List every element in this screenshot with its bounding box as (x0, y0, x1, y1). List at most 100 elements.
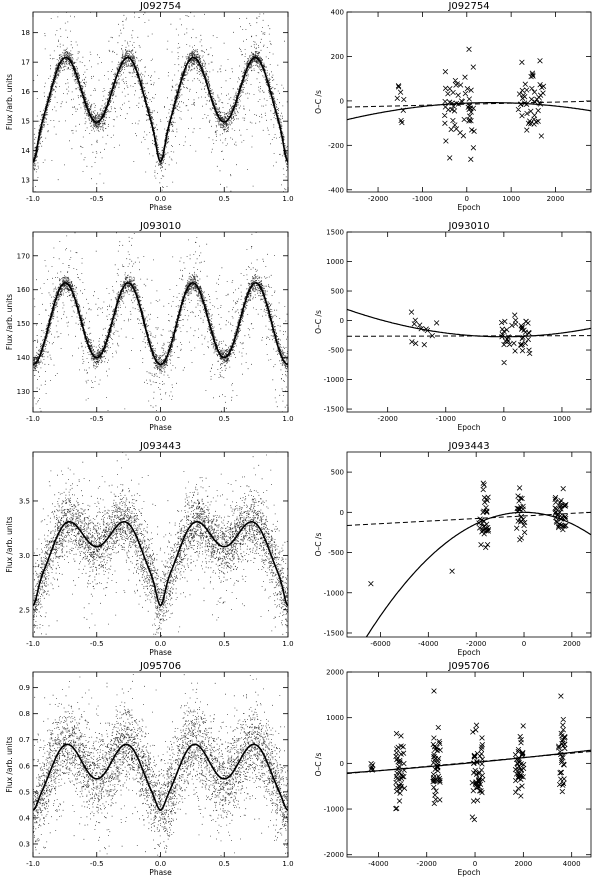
x-tick-label: 0 (473, 860, 477, 868)
y-tick-label: 160 (17, 286, 30, 294)
y-tick-label: 0 (340, 317, 344, 325)
linear-fit (347, 750, 591, 775)
plot-area (347, 308, 591, 366)
y-tick-label: -500 (328, 347, 344, 355)
plot-area (33, 232, 288, 412)
y-axis-label: O–C /s (314, 90, 323, 114)
y-axis-label: O–C /s (314, 533, 323, 557)
plot-area (33, 674, 288, 857)
y-tick-label: 200 (331, 53, 344, 61)
data-points (33, 674, 288, 857)
x-tick-label: 2000 (514, 860, 532, 868)
x-tick-label: 0.0 (155, 195, 166, 203)
panel-title: J093443 (139, 441, 181, 452)
plot-area (347, 688, 591, 823)
x-tick-label: 0.5 (219, 640, 230, 648)
x-tick-label: 0 (465, 195, 469, 203)
y-tick-label: 3.0 (19, 552, 30, 560)
y-axis-label: Flux /arb. units (5, 294, 14, 350)
mean-curve (33, 743, 288, 811)
x-tick-label: -0.5 (90, 415, 104, 423)
x-axis-label: Phase (149, 423, 172, 432)
y-tick-label: 140 (17, 354, 30, 362)
x-tick-label: 0.0 (155, 860, 166, 868)
x-tick-label: -6000 (370, 640, 390, 648)
y-tick-label: 130 (17, 388, 30, 396)
panel-6: -6000 -4000 -2000 0 2000 -1500 -1000 -500 0 500 J0… (314, 441, 592, 657)
panel-5: -1.0 -0.5 0.0 0.5 1.0 2.5 3.0 3.5 J093443 Phase Fl… (5, 441, 294, 657)
y-tick-label: 500 (331, 469, 344, 477)
oc-markers (368, 480, 569, 587)
x-tick-label: -0.5 (90, 640, 104, 648)
y-tick-label: 0.4 (19, 814, 31, 822)
y-axis-label: Flux /arb. units (5, 516, 14, 572)
mean-curve (33, 56, 288, 163)
x-axis-label: Epoch (458, 203, 481, 212)
x-tick-label: -1.0 (26, 195, 40, 203)
x-tick-label: 1.0 (282, 860, 293, 868)
y-tick-label: 2.5 (19, 606, 30, 614)
x-tick-label: 1.0 (282, 195, 293, 203)
x-tick-label: 0 (522, 640, 526, 648)
y-tick-label: -2000 (324, 851, 344, 859)
axes-frame (346, 231, 592, 413)
quadratic-fit (365, 511, 591, 637)
x-tick-label: -4000 (368, 860, 388, 868)
plot-area (347, 480, 591, 637)
x-axis-label: Phase (149, 203, 172, 212)
y-axis-label: O–C /s (314, 753, 323, 777)
panel-title: J095706 (447, 661, 489, 672)
y-tick-label: 2000 (326, 669, 344, 677)
x-axis-label: Phase (149, 648, 172, 657)
panel-title: J092754 (447, 1, 489, 12)
x-tick-label: 0.0 (155, 415, 166, 423)
x-tick-label: 1.0 (282, 415, 293, 423)
oc-markers (394, 46, 547, 162)
x-tick-label: 0.5 (219, 415, 230, 423)
linear-fit (347, 335, 591, 337)
y-axis-label: O–C /s (314, 310, 323, 334)
y-tick-label: 0.6 (19, 762, 31, 770)
y-tick-label: 0 (340, 97, 344, 105)
panel-title: J093443 (447, 441, 489, 452)
y-tick-label: -1000 (324, 589, 344, 597)
panel-4: -2000 -1000 0 1000 -1500 -1000 -500 0 500 1000 150… (314, 221, 592, 432)
panel-title: J093010 (139, 221, 181, 232)
x-axis-label: Phase (149, 868, 172, 877)
panel-title: J095706 (139, 661, 181, 672)
quadratic-fit (347, 102, 591, 121)
panel-title: J093010 (447, 221, 489, 232)
linear-fit (347, 100, 591, 108)
oc-markers (368, 688, 568, 823)
y-tick-label: 0 (340, 509, 344, 517)
plot-area (347, 46, 591, 162)
y-tick-label: 13 (21, 177, 30, 185)
axes-frame (346, 11, 592, 193)
y-tick-label: 1000 (326, 714, 344, 722)
y-tick-label: -400 (328, 186, 344, 194)
x-tick-label: 0.5 (219, 195, 230, 203)
x-tick-label: -4000 (418, 640, 438, 648)
x-tick-label: -1000 (436, 415, 456, 423)
y-tick-label: -1000 (324, 376, 344, 384)
panel-1: -1.0 -0.5 0.0 0.5 1.0 13 14 15 16 17 18 J092754 Phas… (5, 1, 294, 212)
y-tick-label: 14 (21, 147, 30, 155)
x-tick-label: -1.0 (26, 640, 40, 648)
panel-7: -1.0 -0.5 0.0 0.5 1.0 0.3 0.4 0.5 0.6 0.7 0.8 0.9 J0… (5, 661, 294, 877)
y-tick-label: -500 (328, 549, 344, 557)
x-tick-label: -1000 (412, 195, 432, 203)
y-tick-label: 0.7 (19, 736, 30, 744)
axes-frame (32, 231, 289, 413)
x-tick-label: -1.0 (26, 860, 40, 868)
x-tick-label: -0.5 (90, 860, 104, 868)
x-tick-label: 0.0 (155, 640, 166, 648)
y-tick-label: 400 (331, 9, 344, 17)
y-tick-label: 0.8 (19, 710, 30, 718)
data-points (33, 232, 288, 412)
panel-2: -2000 -1000 0 1000 2000-400-2000200400J09275… (314, 1, 592, 212)
x-tick-label: -0.5 (90, 195, 104, 203)
x-axis-label: Epoch (458, 868, 481, 877)
y-tick-label: 17 (21, 59, 30, 67)
quadratic-fit (347, 308, 591, 338)
